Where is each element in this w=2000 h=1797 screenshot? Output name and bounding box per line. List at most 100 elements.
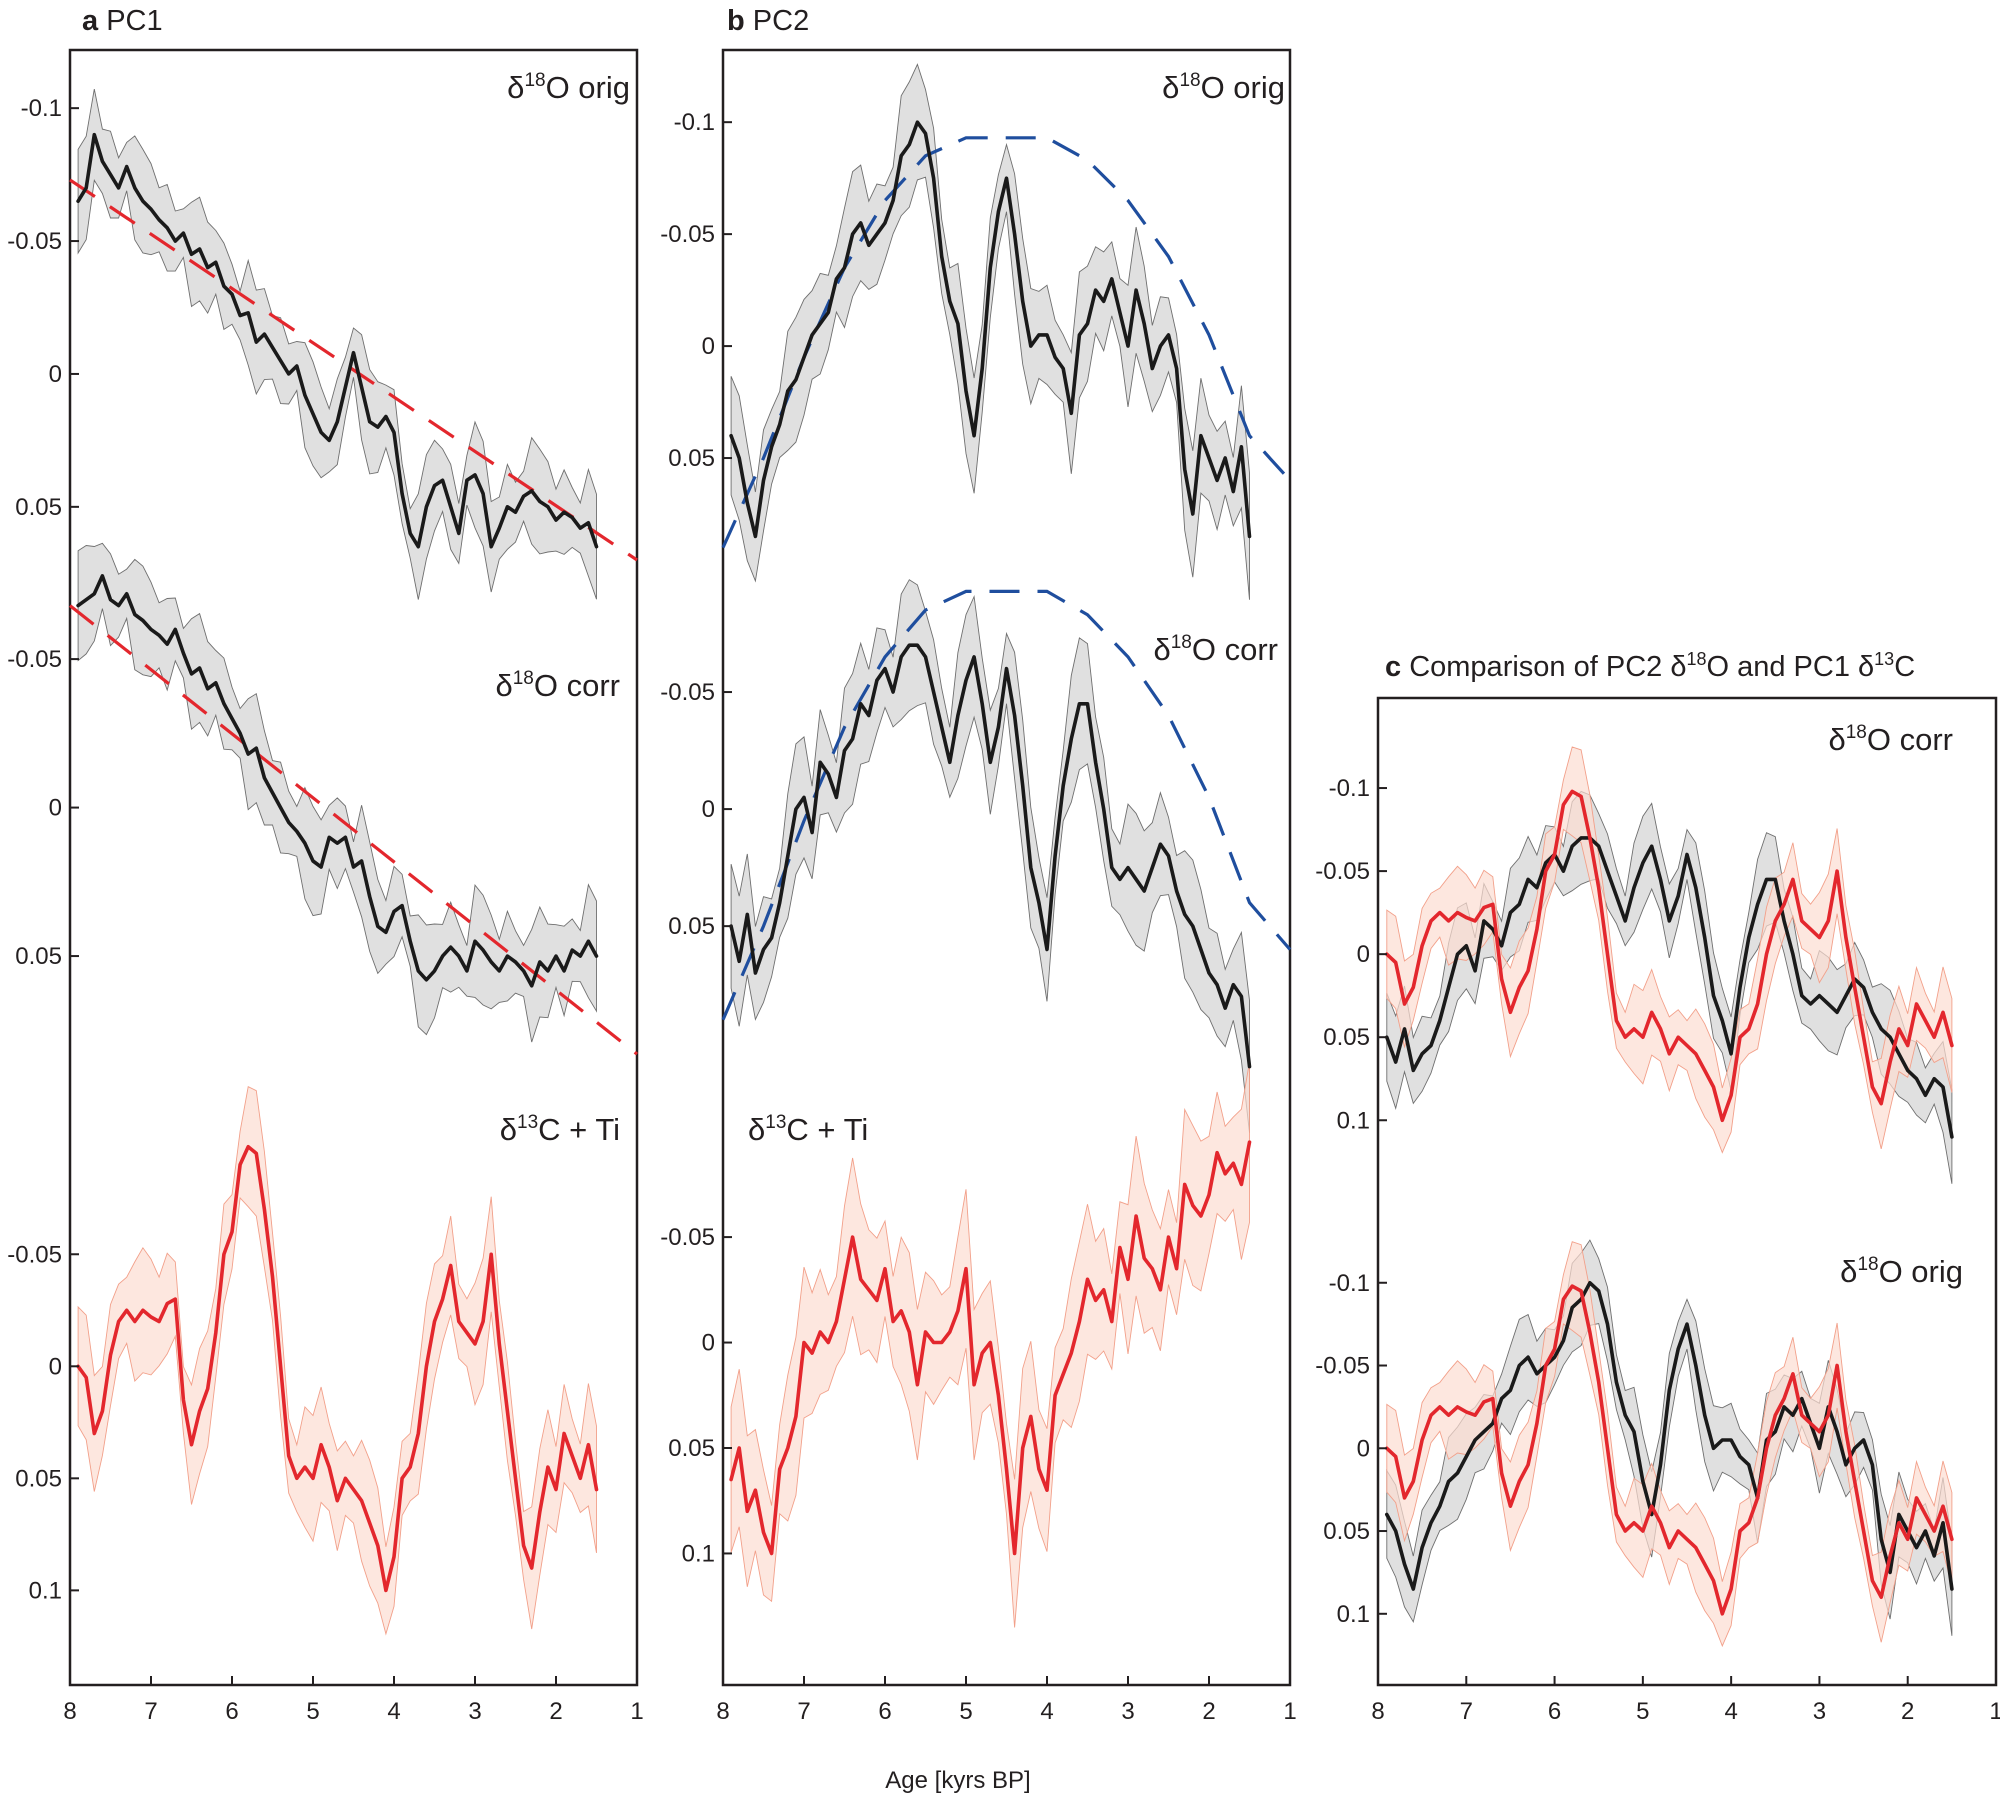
y-tick-label-c_orig-1: -0.05	[1315, 1353, 1370, 1380]
line-c_corr-red	[1385, 789, 1954, 1123]
x-tick-label-c-4: 4	[1724, 1698, 1737, 1725]
y-tick-label-b_orig-3: 0.05	[668, 445, 715, 472]
line-c_orig-black	[1385, 1281, 1954, 1591]
y-tick-label-b_c13-2: 0.05	[668, 1435, 715, 1462]
x-tick-label-a-4: 4	[387, 1698, 400, 1725]
panel-b-letter: b	[727, 5, 745, 37]
x-tick-label-b-2: 6	[878, 1698, 891, 1725]
y-tick-label-b_orig-2: 0	[702, 333, 715, 360]
x-tick-label-b-5: 3	[1121, 1698, 1134, 1725]
x-tick-label-a-7: 1	[630, 1698, 643, 1725]
y-tick-label-a_orig-2: 0	[49, 361, 62, 388]
x-tick-label-b-3: 5	[959, 1698, 972, 1725]
label-c-d18o-orig: δ18O orig	[1840, 1254, 1963, 1289]
panel-a-letter: a	[82, 5, 99, 37]
x-tick-label-a-2: 6	[225, 1698, 238, 1725]
label-a-d13c-iso: 13	[517, 1112, 538, 1133]
y-tick-label-c_corr-1: -0.05	[1315, 858, 1370, 885]
panel-c-title-mid: O and PC1 δ	[1707, 651, 1875, 683]
label-b-d13c-text: C + Ti	[786, 1112, 868, 1147]
y-tick-label-b_corr-1: 0	[702, 796, 715, 823]
x-tick-label-b-6: 2	[1202, 1698, 1215, 1725]
label-c-d18o-corr-text: O corr	[1867, 722, 1953, 757]
trend-a_orig-red	[69, 178, 638, 562]
series-lines	[76, 120, 1954, 1616]
label-b-d13c-iso: 13	[765, 1112, 786, 1133]
label-b-d18o-orig: δ18O orig	[1162, 70, 1285, 105]
label-b-d18o-orig-text: O orig	[1201, 70, 1285, 105]
y-axes: -0.1 -0.05 0 0.05 -0.05 0 0.05 -0.05 0 0.05 0.1 -0.…	[7, 95, 1387, 1628]
x-tick-label-c-7: 1	[1989, 1698, 2000, 1725]
panel-c-title: c Comparison of PC2 δ18O and PC1 δ13C	[1385, 649, 1915, 683]
line-b_orig-black	[729, 120, 1252, 539]
x-axis-title: Age [kyrs BP]	[885, 1767, 1030, 1794]
label-b-d18o-orig-delta: δ	[1162, 70, 1179, 105]
label-b-d18o-corr: δ18O corr	[1153, 632, 1278, 667]
y-tick-label-b_c13-0: -0.05	[660, 1224, 715, 1251]
label-b-d13c-ti: δ13C + Ti	[748, 1112, 868, 1147]
y-tick-label-b_orig-0: -0.1	[674, 109, 715, 136]
panel-c-title-pre: Comparison of PC2 δ	[1409, 651, 1686, 683]
y-tick-label-a_orig-1: -0.05	[7, 228, 62, 255]
x-tick-label-a-1: 7	[144, 1698, 157, 1725]
x-tick-label-b-7: 1	[1283, 1698, 1296, 1725]
x-tick-label-a-0: 8	[63, 1698, 76, 1725]
panel-b-frame	[721, 48, 1292, 1687]
y-tick-label-a_corr-2: 0.05	[15, 943, 62, 970]
x-tick-label-c-3: 5	[1636, 1698, 1649, 1725]
y-tick-label-b_orig-1: -0.05	[660, 221, 715, 248]
y-tick-label-c_corr-4: 0.1	[1337, 1107, 1370, 1134]
trend-b_orig-blue	[721, 136, 1292, 549]
label-a-d18o-corr-text: O corr	[534, 668, 620, 703]
label-a-d18o-orig: δ18O orig	[507, 70, 630, 105]
x-tick-label-c-1: 7	[1460, 1698, 1473, 1725]
y-tick-label-a_corr-1: 0	[49, 795, 62, 822]
y-tick-label-c_corr-0: -0.1	[1329, 775, 1370, 802]
label-b-d18o-corr-delta: δ	[1153, 632, 1170, 667]
panel-c-title-iso2: 13	[1874, 649, 1894, 669]
label-a-d18o-corr-iso: 18	[513, 668, 534, 689]
label-c-d18o-corr-iso: 18	[1846, 722, 1867, 743]
y-tick-label-b_c13-1: 0	[702, 1330, 715, 1357]
band-a_orig-black	[77, 89, 597, 600]
y-tick-label-b_corr-2: 0.05	[668, 913, 715, 940]
band-b_corr-black	[730, 579, 1250, 1133]
y-tick-label-c_corr-3: 0.05	[1323, 1024, 1370, 1051]
y-tick-label-c_corr-2: 0	[1357, 941, 1370, 968]
band-a_c13-red	[77, 1086, 597, 1636]
x-tick-label-c-2: 6	[1548, 1698, 1561, 1725]
y-tick-label-a_c13-1: 0	[49, 1353, 62, 1380]
line-a_c13-red	[76, 1144, 599, 1593]
label-b-d18o-corr-iso: 18	[1171, 632, 1192, 653]
label-a-d13c-delta: δ	[500, 1112, 517, 1147]
line-c_orig-red	[1385, 1284, 1954, 1616]
y-tick-label-a_c13-2: 0.05	[15, 1465, 62, 1492]
y-tick-label-b_c13-3: 0.1	[682, 1540, 715, 1567]
panel-a-title: a PC1	[82, 5, 163, 37]
line-c_corr-black	[1385, 836, 1954, 1139]
panel-b-title: b PC2	[727, 5, 809, 37]
label-a-d13c-ti: δ13C + Ti	[500, 1112, 620, 1147]
label-c-d18o-corr-delta: δ	[1828, 722, 1845, 757]
label-c-d18o-orig-text: O orig	[1879, 1254, 1963, 1289]
label-c-d18o-orig-iso: 18	[1857, 1254, 1878, 1275]
x-tick-label-c-0: 8	[1371, 1698, 1384, 1725]
line-b_corr-black	[729, 643, 1252, 1069]
y-tick-label-c_orig-3: 0.05	[1323, 1518, 1370, 1545]
line-a_orig-black	[76, 132, 599, 549]
line-b_c13-red	[729, 1140, 1252, 1556]
y-tick-label-b_corr-0: -0.05	[660, 679, 715, 706]
panel-b-title-text: PC2	[753, 5, 809, 37]
panel-a-title-text: PC1	[106, 5, 162, 37]
y-tick-label-a_c13-0: -0.05	[7, 1241, 62, 1268]
confidence-bands	[77, 63, 1953, 1648]
panel-c-title-iso1: 18	[1686, 649, 1706, 669]
y-tick-label-c_orig-2: 0	[1357, 1435, 1370, 1462]
band-c_corr-black	[1386, 790, 1953, 1184]
label-b-d13c-delta: δ	[748, 1112, 765, 1147]
label-a-d18o-corr: δ18O corr	[495, 668, 620, 703]
label-a-d18o-corr-delta: δ	[495, 668, 512, 703]
label-b-d18o-corr-text: O corr	[1192, 632, 1278, 667]
label-a-d18o-orig-iso: 18	[524, 70, 545, 91]
band-b_orig-black	[730, 63, 1250, 600]
